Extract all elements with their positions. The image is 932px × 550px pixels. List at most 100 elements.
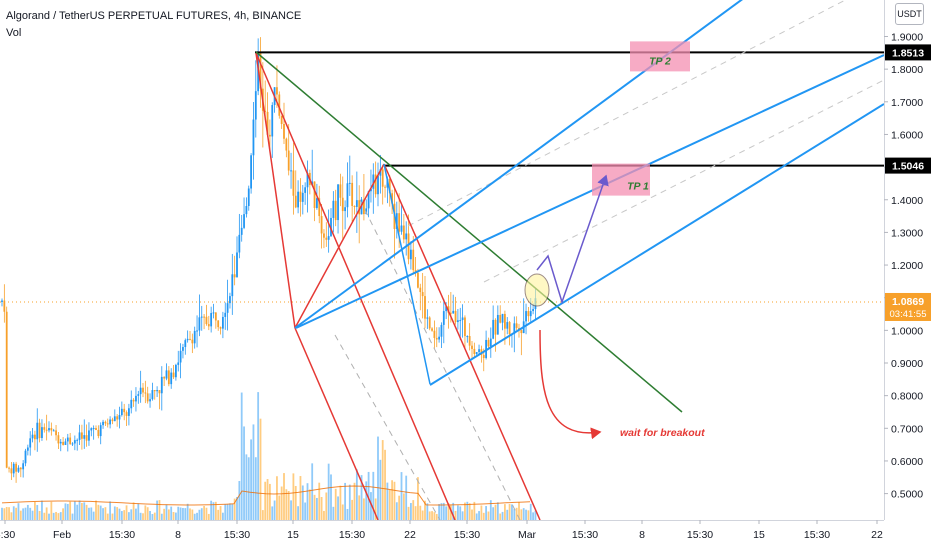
candle-body (172, 372, 175, 378)
chart-title: Algorand / TetherUS PERPETUAL FUTURES, 4… (6, 10, 302, 22)
volume-bar (365, 481, 368, 520)
time-tick-label: 15:30 (224, 529, 250, 541)
candle-body (412, 249, 415, 271)
candle-body (95, 428, 97, 430)
candle-body (461, 317, 464, 321)
volume-bar (259, 418, 262, 520)
volume-bar (69, 501, 72, 520)
volume-bar (426, 503, 429, 520)
time-tick-label: 8 (639, 529, 645, 541)
pitchfork-line[interactable] (294, 163, 385, 329)
median-dashed-line[interactable] (334, 334, 441, 520)
candle-body (83, 435, 86, 439)
volume-bar (447, 503, 450, 520)
volume-bar (151, 513, 154, 520)
volume-bar (292, 473, 295, 520)
candle-body (66, 437, 69, 442)
time-tick-label: 22 (871, 529, 883, 541)
candle-body (97, 429, 100, 437)
candle-body (57, 435, 60, 444)
volume-bar (184, 508, 187, 520)
volume-bar (191, 509, 194, 520)
volume-bar (24, 507, 27, 520)
time-axis[interactable]: 5:30 Feb 15:30 8 15:30 15 15:30 22 15:30 Mar 15:30… (0, 520, 883, 541)
candle-body (50, 428, 53, 431)
channel-dashed-line[interactable] (407, 0, 884, 227)
plot-area: TP 2 TP 1 wait for breakout (0, 0, 884, 520)
volume-bar (125, 505, 128, 520)
channel-line[interactable] (383, 163, 431, 385)
volume-bar (271, 506, 274, 520)
candle-body (135, 395, 137, 402)
candle-body (384, 186, 386, 188)
pitchfork-line[interactable] (255, 52, 296, 329)
candle-body (372, 174, 375, 189)
volume-indicator-label[interactable]: Vol (6, 27, 22, 39)
candle-body (457, 320, 459, 323)
volume-bar (177, 506, 180, 520)
volume-bar (73, 501, 76, 520)
candle-body (41, 427, 43, 439)
tp2-box[interactable] (630, 41, 690, 72)
time-tick-label: Mar (518, 529, 537, 541)
price-axis[interactable]: 1.90001.80001.70001.60001.50001.40001.30… (884, 32, 923, 501)
breakout-zone-ellipse[interactable] (524, 273, 550, 307)
channel-dashed-line[interactable] (483, 79, 884, 283)
candle-body (468, 336, 471, 346)
pitchfork-line[interactable] (294, 327, 379, 520)
pitchfork-line[interactable] (383, 163, 541, 520)
volume-bar (222, 512, 224, 520)
candle-body (165, 370, 168, 379)
volume-bar (379, 459, 382, 520)
candle-body (182, 347, 184, 351)
candle-body (529, 311, 532, 317)
level-price-tag[interactable] (885, 44, 931, 61)
volume-bar (424, 500, 426, 520)
volume-bar (511, 504, 513, 520)
current-price-tag[interactable] (885, 292, 931, 321)
candle-body (151, 390, 154, 400)
candle-body (233, 274, 236, 278)
candle-body (254, 91, 257, 120)
candle-body (475, 352, 478, 354)
volume-bar (370, 492, 372, 520)
volume-bar (438, 504, 440, 520)
time-tick-label: 15:30 (572, 529, 598, 541)
median-dashed-line[interactable] (359, 199, 521, 520)
candle-body (175, 364, 177, 378)
volume-bar (459, 506, 462, 520)
candle-body (90, 428, 93, 431)
note-arrow[interactable] (539, 329, 602, 440)
volume-bar (5, 507, 8, 520)
volume-bar (287, 490, 290, 520)
candle-body (513, 323, 516, 334)
volume-bar (76, 504, 79, 520)
trendline[interactable] (255, 51, 683, 413)
candle-body (88, 430, 90, 441)
candle-body (494, 319, 497, 335)
volume-bar (236, 496, 238, 520)
pitchfork-line[interactable] (255, 52, 456, 520)
channel-line[interactable] (295, 54, 884, 329)
candles (1, 37, 537, 483)
volume-bar (261, 510, 264, 520)
channel-line[interactable] (429, 103, 884, 386)
price-tick-label: 1.4000 (891, 195, 923, 207)
volume-bar (8, 507, 10, 520)
volume-bar (273, 500, 276, 520)
time-tick-label: 15:30 (109, 529, 135, 541)
candle-body (278, 94, 281, 116)
volume-bar (372, 471, 375, 520)
level-price-tag[interactable] (885, 157, 931, 174)
projection-arrow[interactable] (536, 174, 609, 305)
candle-body (285, 138, 288, 151)
volume-bar (283, 473, 285, 520)
candle-body (15, 463, 17, 472)
volume-bar (113, 506, 116, 520)
candle-body (236, 252, 238, 278)
volume-bar (137, 503, 140, 520)
currency-unit-button[interactable]: USDT (895, 3, 924, 25)
volume-bar (449, 505, 452, 520)
volume-bar (398, 495, 401, 520)
